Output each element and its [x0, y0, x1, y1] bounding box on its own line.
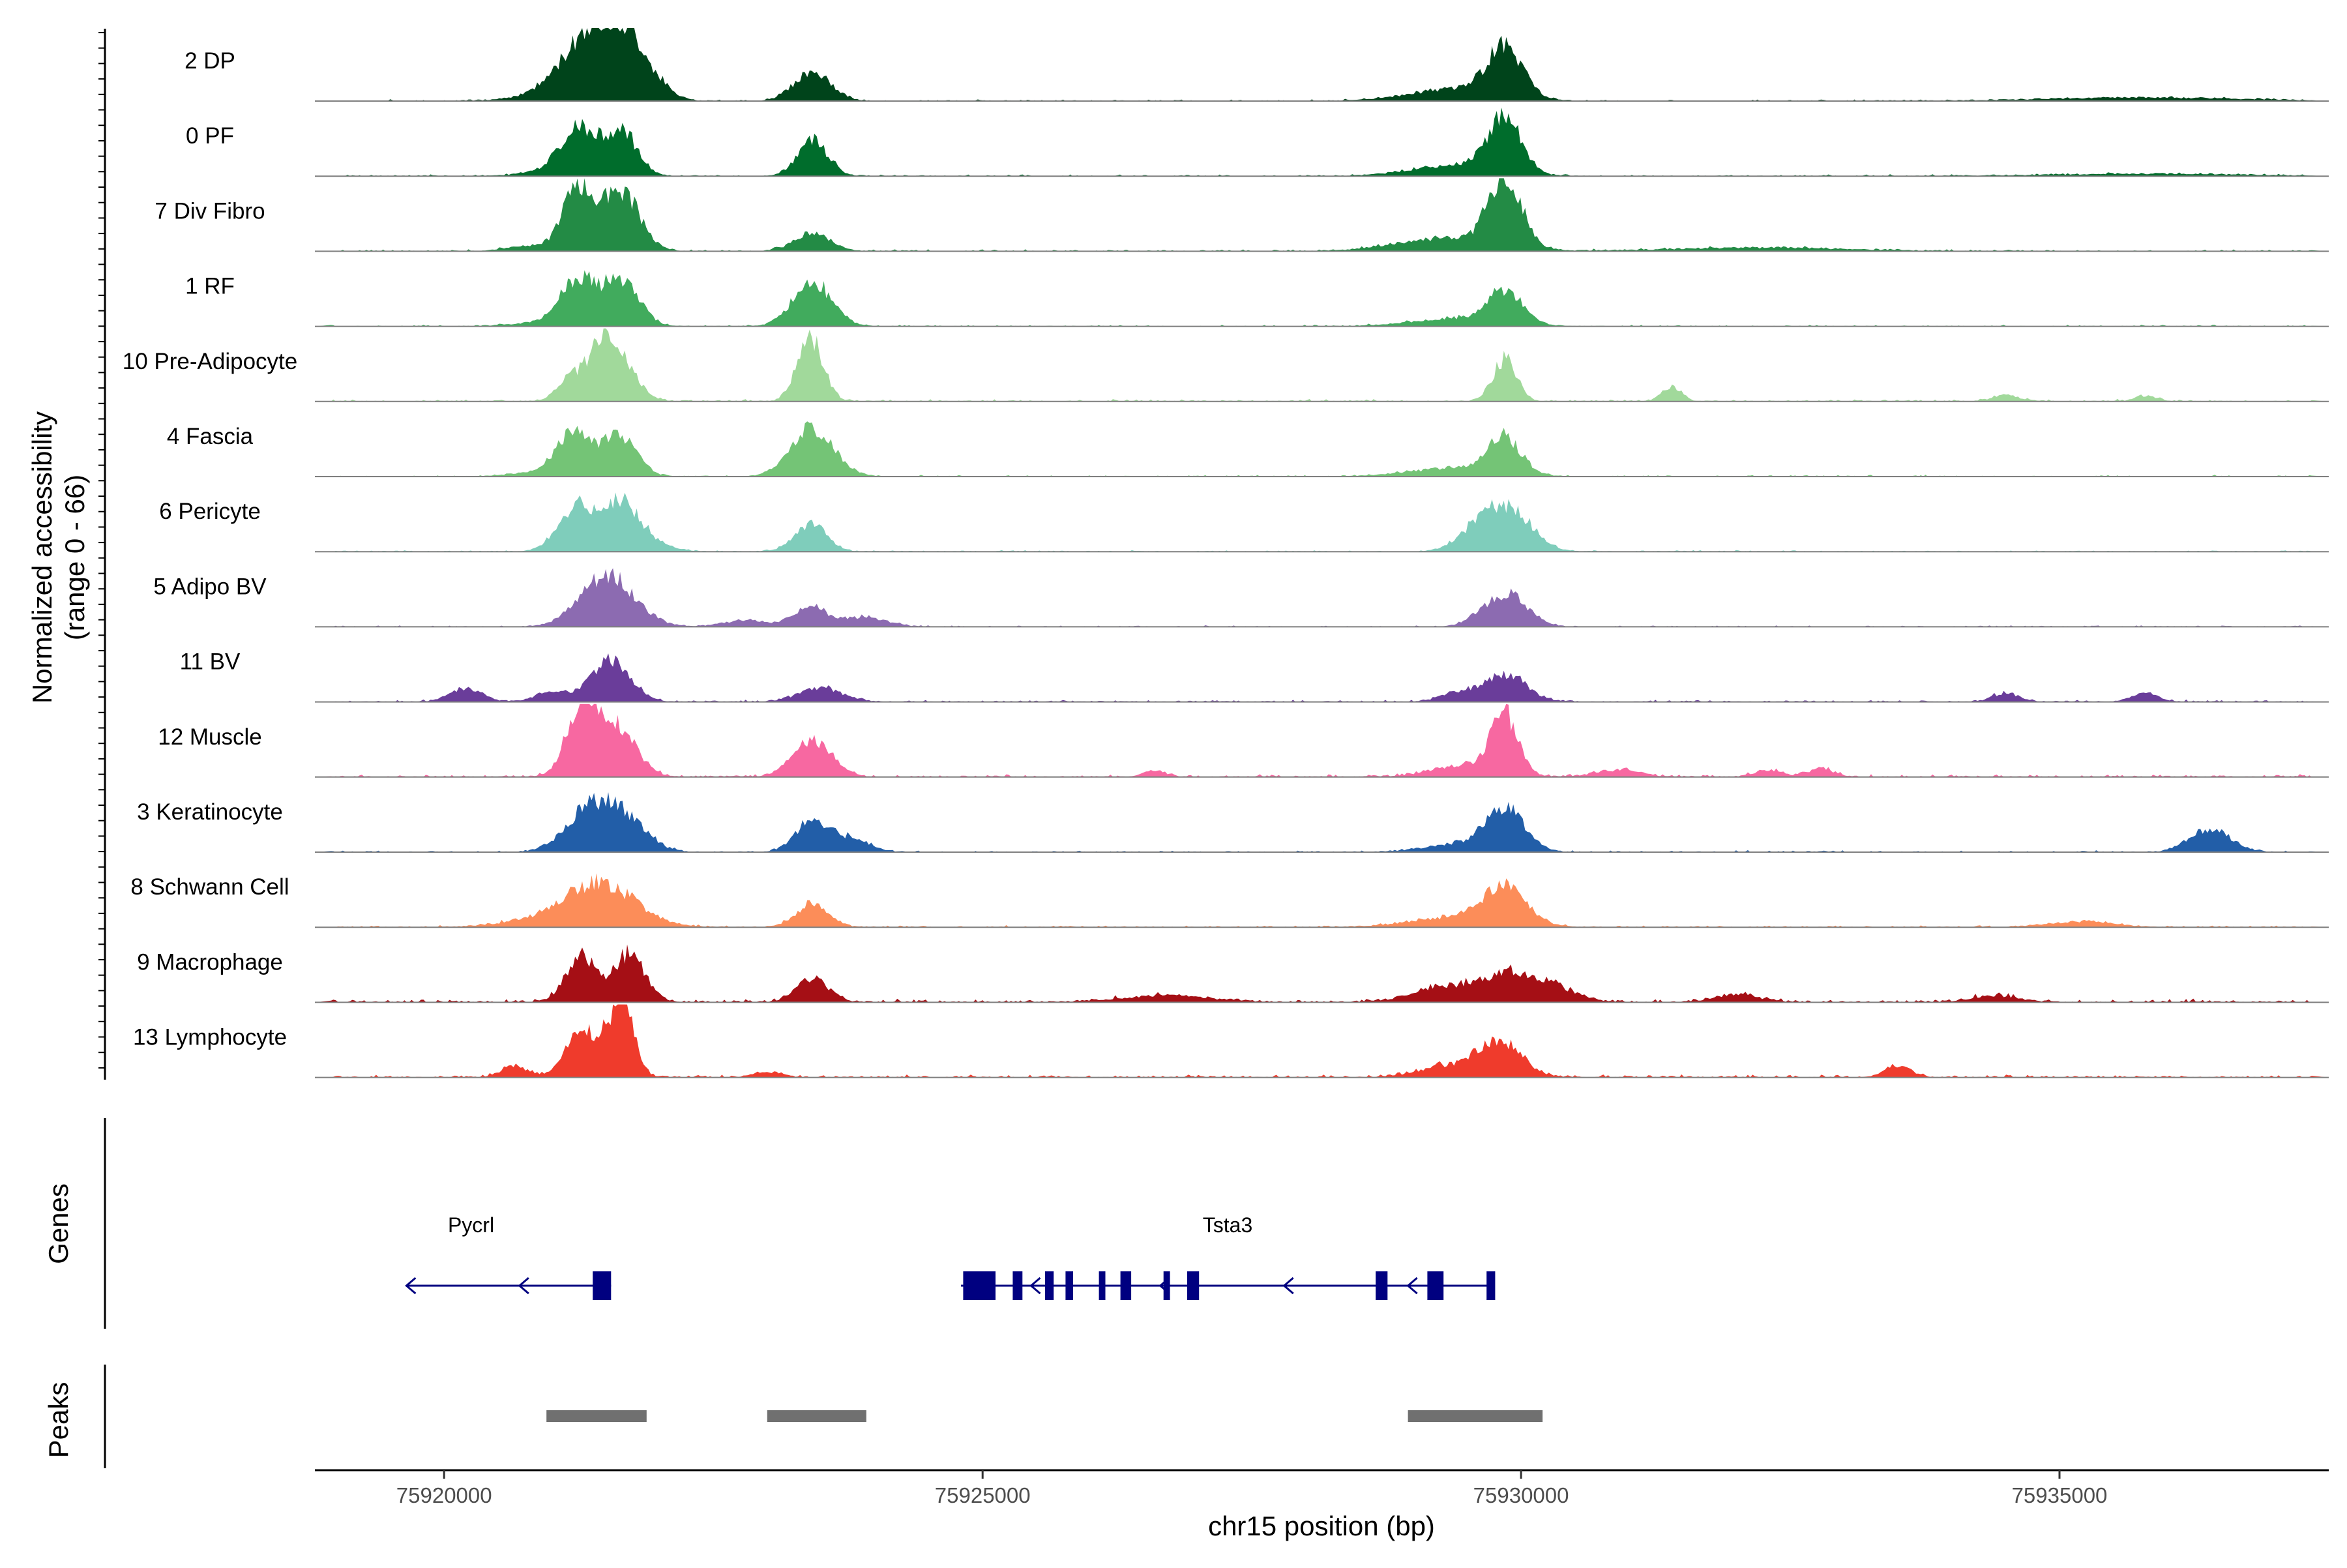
exon-block	[1012, 1271, 1023, 1300]
exon-block	[1045, 1271, 1054, 1300]
coverage-area	[315, 568, 2329, 627]
track-9: 12 Muscle	[158, 703, 2329, 778]
track-label: 9 Macrophage	[137, 949, 283, 975]
exon-block	[1163, 1271, 1170, 1300]
track-label: 5 Adipo BV	[153, 574, 267, 599]
gene-name-label: Pycrl	[448, 1213, 494, 1237]
track-3: 1 RF	[185, 270, 2329, 327]
peak-region-1	[767, 1410, 866, 1422]
gene-Pycrl: Pycrl	[405, 1213, 612, 1300]
track-12: 9 Macrophage	[137, 944, 2329, 1003]
strand-arrow	[405, 1277, 417, 1295]
track-label: 7 Div Fibro	[155, 198, 265, 224]
track-2: 7 Div Fibro	[155, 178, 2329, 252]
track-5: 4 Fascia	[167, 421, 2329, 477]
exon-block	[1120, 1271, 1132, 1300]
coverage-area	[315, 421, 2329, 477]
peak-region-0	[546, 1410, 647, 1422]
exon-block	[1427, 1271, 1444, 1300]
y-axis-title-line2: (range 0 - 66)	[59, 475, 90, 640]
track-13: 13 Lymphocyte	[133, 1004, 2329, 1078]
coverage-area	[315, 492, 2329, 552]
peak-region-2	[1408, 1410, 1543, 1422]
gene-annotation-track: Pycrl Tsta3	[104, 1118, 1496, 1329]
coverage-area	[315, 703, 2329, 777]
track-10: 3 Keratinocyte	[137, 792, 2329, 853]
coverage-area	[315, 108, 2329, 177]
coverage-tracks: 2 DP 0 PF 7 Div Fibro 1 RF 10 Pre-Adipocyte 4…	[123, 28, 2329, 1078]
strand-arrow	[1029, 1277, 1041, 1295]
track-1: 0 PF	[186, 108, 2329, 177]
x-tick-label: 75935000	[2012, 1483, 2108, 1507]
coverage-area	[315, 328, 2329, 402]
track-label: 13 Lymphocyte	[133, 1025, 287, 1050]
track-6: 6 Pericyte	[159, 492, 2329, 553]
exon-block	[963, 1271, 996, 1300]
strand-arrow	[1406, 1277, 1418, 1295]
track-label: 10 Pre-Adipocyte	[123, 349, 297, 374]
track-8: 11 BV	[180, 649, 2329, 703]
peak-track	[104, 1365, 1543, 1468]
exon-block	[1099, 1271, 1106, 1300]
x-axis-title: chr15 position (bp)	[1208, 1511, 1435, 1541]
x-tick-label: 75930000	[1473, 1483, 1569, 1507]
coverage-area	[315, 944, 2329, 1003]
track-label: 6 Pericyte	[159, 499, 261, 524]
strand-arrow	[1159, 1277, 1170, 1295]
coverage-area	[315, 1004, 2329, 1078]
x-tick-label: 75920000	[396, 1483, 492, 1507]
exon-block	[1376, 1271, 1388, 1300]
gene-name-label: Tsta3	[1203, 1213, 1252, 1237]
track-label: 0 PF	[186, 123, 234, 149]
coverage-area	[315, 270, 2329, 327]
track-11: 8 Schwann Cell	[130, 873, 2329, 928]
x-axis: 75920000 75925000 75930000 75935000	[315, 1469, 2329, 1507]
exon-block	[593, 1271, 612, 1300]
track-label: 11 BV	[180, 649, 241, 675]
gene-Tsta3: Tsta3	[961, 1213, 1496, 1300]
exon-block	[1187, 1271, 1200, 1300]
coverage-area	[315, 873, 2329, 928]
track-0: 2 DP	[185, 28, 2329, 102]
track-7: 5 Adipo BV	[153, 568, 2329, 628]
track-label: 3 Keratinocyte	[137, 799, 283, 825]
genes-track-title: Genes	[43, 1183, 74, 1264]
exon-block	[1065, 1271, 1073, 1300]
peaks-track-title: Peaks	[43, 1382, 74, 1458]
track-label: 1 RF	[185, 274, 235, 299]
track-label: 4 Fascia	[167, 424, 254, 449]
track-label: 12 Muscle	[158, 724, 262, 750]
track-4: 10 Pre-Adipocyte	[123, 328, 2329, 402]
x-tick-label: 75925000	[935, 1483, 1031, 1507]
coverage-area	[315, 792, 2329, 852]
exon-block	[1486, 1271, 1496, 1300]
y-axis-title-line1: Normalized accessibility	[27, 411, 57, 703]
track-label: 2 DP	[185, 48, 235, 74]
strand-arrow	[1282, 1277, 1294, 1295]
coverage-area	[315, 653, 2329, 702]
coverage-y-axis	[98, 29, 106, 1080]
strand-arrow	[518, 1277, 529, 1295]
coverage-area	[315, 28, 2329, 101]
track-label: 8 Schwann Cell	[130, 874, 289, 900]
